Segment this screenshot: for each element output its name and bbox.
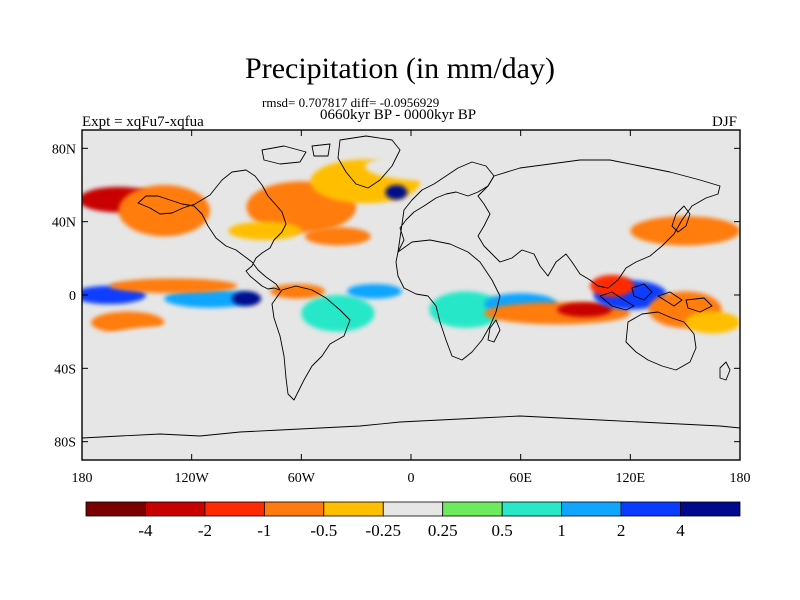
anomaly-region-11: [164, 289, 256, 308]
colorbar-label: 1: [557, 521, 566, 540]
x-axis: 180 120W 60W 0 60E 120E 180: [72, 130, 751, 486]
colorbar-swatch: [561, 501, 622, 517]
period-text: 0660kyr BP - 0000kyr BP: [320, 107, 477, 123]
colorbar-swatch: [382, 501, 444, 517]
anomaly-region-17: [429, 291, 503, 328]
colorbar-label: -1: [257, 521, 271, 540]
anomaly-region-6: [304, 227, 371, 246]
colorbar-swatch: [323, 501, 384, 517]
africa-coast: [395, 239, 501, 361]
x-tick-label: 120W: [175, 471, 210, 486]
y-tick-label: 40N: [52, 216, 76, 231]
y-tick-label: 80S: [54, 436, 76, 451]
europe-coast: [397, 161, 495, 253]
new-zealand-coast: [719, 361, 731, 381]
antarctica-coast: [82, 415, 740, 439]
coastlines: [82, 135, 740, 439]
colorbar-label: -0.5: [310, 521, 337, 540]
asia-coast: [477, 159, 721, 289]
colorbar-label: -4: [138, 521, 153, 540]
anomaly-region-13: [301, 295, 375, 332]
season-label: DJF: [712, 114, 738, 130]
anomaly-region-14: [347, 284, 402, 299]
arctic-islands-coast: [261, 143, 331, 165]
stats-text: rmsd= 0.707817 diff= -0.0956929: [262, 95, 440, 110]
colorbar-label: 0.5: [492, 521, 513, 540]
anomaly-region-1: [118, 185, 210, 237]
anomaly-region-20: [557, 302, 613, 317]
colorbar-swatch: [85, 501, 146, 517]
anomaly-region-8: [630, 216, 740, 246]
experiment-label: Expt = xqFu7-xqfua: [82, 114, 204, 130]
colorbar-swatch: [501, 501, 563, 517]
anomaly-region-29: [584, 386, 731, 406]
y-tick-label: 0: [69, 289, 76, 304]
x-tick-label: 0: [408, 471, 415, 486]
anomaly-region-24: [685, 311, 740, 334]
madagascar-coast: [487, 319, 501, 343]
anomaly-region-26: [100, 326, 247, 356]
colorbar-swatch: [204, 501, 265, 517]
colorbar-label: 0.25: [428, 521, 458, 540]
australia-coast: [625, 311, 697, 371]
colorbar: -4 -2 -1 -0.5 -0.25 0.25 0.5 1 2 4: [85, 501, 741, 540]
colorbar-swatch: [620, 501, 681, 517]
x-tick-label: 120E: [616, 471, 646, 486]
anomaly-region-16: [109, 278, 238, 294]
x-tick-label: 60W: [288, 471, 316, 486]
colorbar-label: -2: [198, 521, 212, 540]
south-america-coast: [271, 285, 351, 401]
anomaly-region-12: [231, 291, 262, 306]
colorbar-label: 2: [617, 521, 626, 540]
colorbar-swatch: [680, 501, 741, 517]
anomaly-region-4: [385, 185, 408, 200]
anomaly-region-7: [228, 221, 302, 240]
anomaly-region-9: [676, 170, 740, 200]
colorbar-swatch: [263, 501, 325, 517]
anomaly-region-22: [590, 274, 634, 297]
anomaly-region-28: [502, 359, 649, 378]
x-tick-label: 60E: [509, 471, 532, 486]
colorbar-label: 4: [676, 521, 685, 540]
north-america-coast: [137, 169, 287, 291]
japan-coast: [671, 205, 691, 233]
anomaly-layer: [82, 152, 740, 406]
anomaly-region-5: [365, 152, 512, 182]
y-tick-label: 80N: [52, 142, 76, 157]
colorbar-label: -0.25: [366, 521, 401, 540]
colorbar-swatch: [442, 501, 503, 517]
page-title: Precipitation (in mm/day): [245, 52, 555, 85]
anomaly-region-15: [270, 284, 326, 299]
greenland-coast: [337, 135, 401, 189]
indonesia-coast: [599, 283, 713, 313]
anomaly-region-27: [301, 339, 411, 361]
y-tick-label: 40S: [54, 362, 76, 377]
x-tick-label: 180: [730, 471, 751, 486]
x-tick-label: 180: [72, 471, 93, 486]
y-axis: 80N 40N 0 40S 80S: [52, 142, 740, 451]
colorbar-swatch: [145, 501, 206, 517]
